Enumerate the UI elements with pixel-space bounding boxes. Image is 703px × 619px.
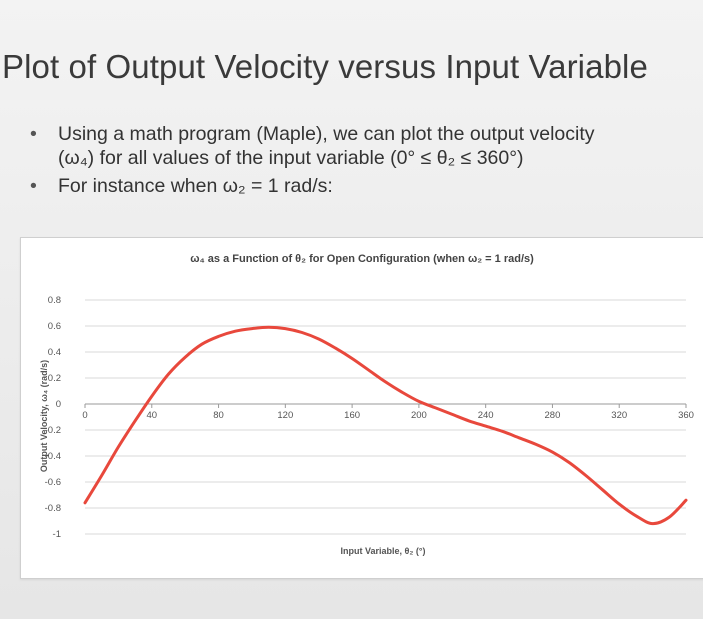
y-tick-label: -1 — [53, 529, 61, 540]
x-tick-label: 240 — [478, 410, 494, 421]
x-tick-label: 320 — [611, 410, 627, 421]
y-tick-label: 0 — [56, 399, 61, 410]
y-tick-label: -0.6 — [45, 477, 61, 488]
bullet-list: • Using a math program (Maple), we can p… — [26, 122, 703, 202]
slide-title: Plot of Output Velocity versus Input Var… — [2, 48, 648, 85]
bullet-item-continued: (ω₄) for all values of the input variabl… — [26, 146, 703, 170]
y-tick-label: -0.8 — [45, 503, 61, 514]
x-tick-label: 200 — [411, 410, 427, 421]
x-tick-label: 280 — [545, 410, 561, 421]
x-axis-label: Input Variable, θ₂ (°) — [341, 546, 426, 556]
x-tick-labels: 0 40 80 120 160 200 240 280 320 360 — [82, 410, 694, 421]
x-tick-label: 120 — [277, 410, 293, 421]
bullet-dot-icon: • — [30, 123, 37, 145]
y-tick-label: -0.2 — [45, 425, 61, 436]
bullet-item: • For instance when ω₂ = 1 rad/s: — [26, 174, 703, 198]
bullet-dot-icon: • — [30, 175, 37, 197]
x-tick-label: 160 — [344, 410, 360, 421]
y-tick-label: 0.4 — [48, 347, 61, 358]
bullet-text: For instance when ω₂ = 1 rad/s: — [58, 175, 333, 197]
chart-title: ω₄ as a Function of θ₂ for Open Configur… — [190, 253, 534, 265]
bullet-item: • Using a math program (Maple), we can p… — [26, 122, 703, 146]
grid-lines — [84, 299, 687, 535]
chart-frame: ω₄ as a Function of θ₂ for Open Configur… — [20, 237, 703, 579]
y-tick-label: 0.8 — [48, 295, 61, 306]
y-tick-label: 0.6 — [48, 321, 61, 332]
series-layer — [83, 325, 688, 526]
series-line — [83, 325, 688, 526]
y-tick-label: -0.4 — [45, 451, 61, 462]
y-axis-label: Output Velocity, ω₄ (rad/s) — [39, 360, 49, 472]
x-tick-label: 80 — [213, 410, 224, 421]
x-tick-label: 360 — [678, 410, 694, 421]
line-chart: ω₄ as a Function of θ₂ for Open Configur… — [39, 253, 694, 556]
bullet-text: Using a math program (Maple), we can plo… — [58, 123, 595, 145]
y-tick-label: 0.2 — [48, 373, 61, 384]
x-tick-label: 40 — [146, 410, 157, 421]
bullet-text: (ω₄) for all values of the input variabl… — [58, 147, 524, 169]
y-tick-labels: 0.8 0.6 0.4 0.2 0 -0.2 -0.4 -0.6 -0.8 -1 — [45, 295, 61, 540]
x-tick-label: 0 — [82, 410, 87, 421]
